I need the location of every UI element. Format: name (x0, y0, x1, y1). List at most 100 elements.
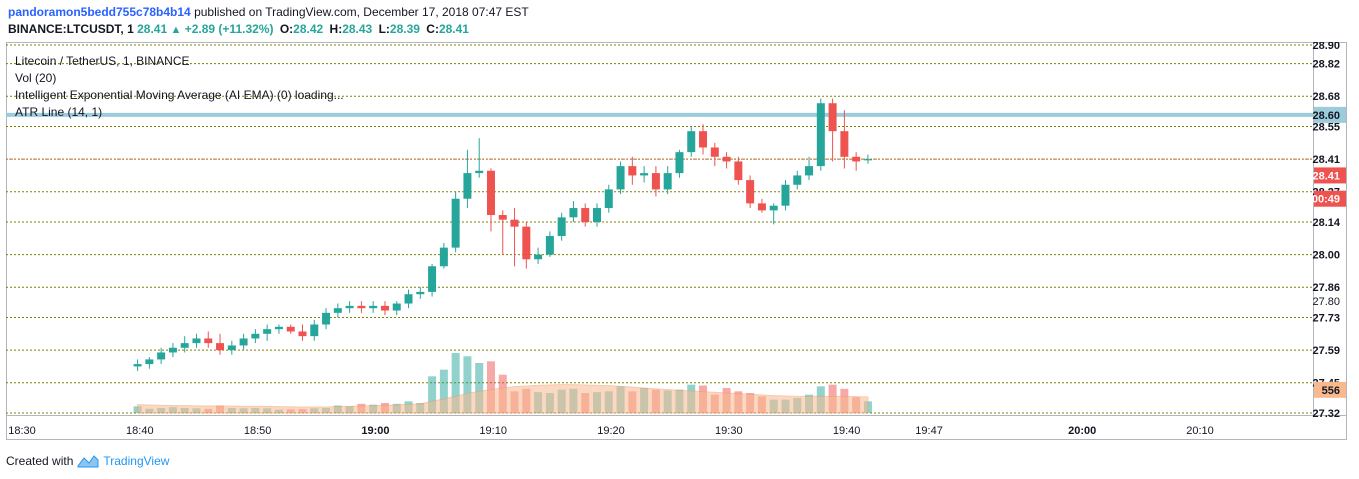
candle-body (628, 166, 637, 176)
price-axis[interactable]: 28.9028.8228.6828.5528.4128.2728.1428.00… (1312, 42, 1346, 420)
candle-body (133, 364, 142, 367)
legend-title: Litecoin / TetherUS, 1, BINANCE (15, 54, 190, 68)
time-tick-label: 19:30 (715, 425, 743, 437)
candle-body (392, 303, 401, 311)
time-tick-label: 20:10 (1186, 425, 1214, 437)
price-tick-label: 27.73 (1312, 313, 1340, 325)
candle-body (675, 152, 684, 174)
candle-body (651, 173, 660, 190)
candle-body (510, 219, 519, 227)
time-tick-label: 19:00 (361, 425, 389, 437)
countdown-tag-bg (1314, 190, 1346, 207)
volume-bar (475, 363, 484, 413)
countdown-tag: 00:49 (1312, 194, 1340, 206)
low-label: L: (378, 22, 390, 36)
price-tick-label: 28.82 (1312, 59, 1340, 71)
price-tick-label: 27.86 (1312, 282, 1340, 294)
chart-frame (6, 42, 1347, 440)
tradingview-logo-icon (77, 455, 99, 468)
candle-body (310, 324, 319, 337)
candle-body (781, 184, 790, 206)
time-tick-label: 18:30 (8, 425, 36, 437)
candle-body (322, 312, 331, 325)
candle-body (475, 170, 484, 174)
candle-body (333, 308, 342, 313)
candle-body (581, 208, 590, 223)
candle-body (569, 208, 578, 218)
candle-body (816, 103, 825, 167)
candle-body (463, 173, 472, 199)
candles (133, 98, 872, 372)
ohlc-bar: BINANCE:LTCUSDT, 1 28.41 ▲ +2.89 (+11.32… (8, 22, 469, 38)
legend-atr[interactable]: ATR Line (14, 1) (15, 105, 103, 119)
legend-volume[interactable]: Vol (20) (15, 71, 57, 85)
price-tick-label: 28.55 (1312, 122, 1340, 134)
candle-body (439, 247, 448, 267)
candle-body (545, 235, 554, 255)
candle-body (498, 215, 507, 220)
volume-tag: 556 (1322, 385, 1340, 397)
candle-body (227, 345, 236, 351)
open-label: O: (279, 22, 294, 36)
candle-body (298, 331, 307, 337)
candle-body (345, 305, 354, 309)
time-tick-label: 18:40 (126, 425, 154, 437)
candle-body (593, 208, 601, 223)
volume-bar (439, 369, 448, 413)
candle-body (157, 352, 166, 360)
published-text: published on TradingView.com, December 1… (194, 5, 529, 19)
close-value: 28.41 (438, 22, 469, 36)
volume-tag-bg (1314, 381, 1346, 398)
last-price-tag: 28.41 (1312, 170, 1340, 182)
candle-body (428, 266, 437, 292)
low-value: 28.39 (389, 22, 420, 36)
candle-body (640, 173, 649, 176)
author-link[interactable]: pandoramon5bedd755c78b4b14 (8, 5, 191, 19)
volume-ma (137, 384, 869, 414)
candle-body (863, 159, 872, 161)
candle-body (699, 131, 708, 148)
price-tick-label: 28.41 (1312, 154, 1340, 166)
candle-body (180, 343, 189, 348)
time-tick-label: 19:47 (915, 425, 943, 437)
up-arrow-icon: ▲ (170, 24, 182, 36)
footer: Created with TradingView (6, 454, 169, 468)
price-tick-label: 28.00 (1312, 250, 1340, 262)
volume-bar (428, 376, 437, 413)
candle-body (710, 147, 719, 157)
publish-info: pandoramon5bedd755c78b4b14 published on … (8, 5, 529, 20)
price-chart[interactable]: 28.9028.8228.6828.5528.4128.2728.1428.00… (6, 42, 1353, 442)
price-tick-label: 28.90 (1312, 42, 1340, 52)
candle-body (828, 103, 837, 132)
candle-body (840, 131, 849, 157)
candle-body (263, 329, 272, 334)
candle-body (404, 294, 413, 304)
candle-body (416, 291, 425, 295)
candle-body (239, 338, 248, 346)
time-tick-label: 19:40 (833, 425, 861, 437)
legend-ema[interactable]: Intelligent Exponential Moving Average (… (15, 88, 344, 102)
high-label: H: (329, 22, 343, 36)
candle-body (192, 338, 201, 344)
time-tick-label: 18:50 (244, 425, 272, 437)
volume-bar (451, 353, 460, 413)
price-tick-label: 28.14 (1312, 217, 1340, 229)
tradingview-brand[interactable]: TradingView (103, 454, 170, 468)
candle-body (663, 173, 672, 190)
last-price: 28.41 (137, 22, 168, 36)
candle-body (168, 347, 177, 353)
volume-bar (463, 356, 472, 413)
volume-bar (486, 361, 495, 413)
candle-body (274, 326, 283, 330)
candle-body (534, 254, 543, 260)
candle-body (286, 326, 295, 332)
time-tick-label: 19:20 (597, 425, 625, 437)
price-tick-label: 27.32 (1312, 408, 1340, 420)
candle-body (522, 226, 531, 260)
candle-body (793, 175, 802, 185)
time-tick-label: 20:00 (1068, 425, 1096, 437)
candle-body (251, 333, 260, 339)
open-value: 28.42 (293, 22, 324, 36)
time-axis[interactable]: 18:30 18:40 18:50 19:00 19:10 19:20 19:30 19:40… (8, 425, 1214, 437)
candle-body (852, 156, 861, 162)
